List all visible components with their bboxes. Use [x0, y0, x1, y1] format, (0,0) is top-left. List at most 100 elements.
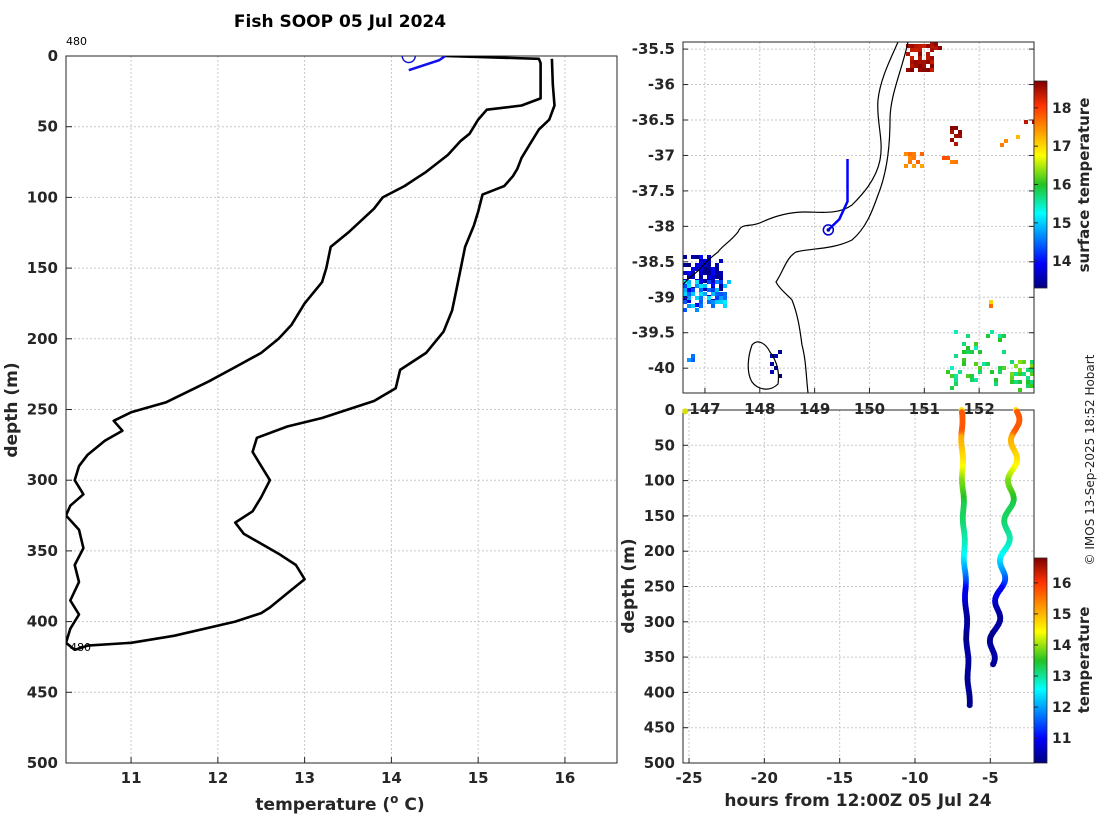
sst-pixel	[699, 263, 703, 267]
profile-xtick-label: 12	[207, 769, 228, 787]
sst-pixel	[910, 68, 914, 72]
profile-xlabel: temperature (o C)	[255, 792, 424, 815]
sst-pixel	[723, 296, 727, 300]
sst-pixel	[962, 362, 966, 366]
sst-pixel	[906, 68, 910, 72]
sst-pixel	[918, 60, 922, 64]
sst-pixel	[687, 358, 691, 362]
sst-pixel	[719, 271, 723, 275]
coastline-island	[747, 341, 780, 390]
sst-pixel	[687, 296, 691, 300]
sst-pixel	[958, 134, 962, 138]
sst-pixel	[966, 374, 970, 378]
sst-pixel	[920, 164, 924, 168]
temperature-colorbar-label: temperature	[1075, 607, 1093, 714]
timeseries-grid	[683, 409, 1034, 764]
sst-pixel	[908, 156, 912, 160]
timeseries-xtick-label: -25	[675, 769, 702, 787]
sst-pixel	[1014, 380, 1018, 384]
sst-pixel	[723, 292, 727, 296]
map-ytick-label: -38.5	[632, 253, 675, 271]
profile-downcast-line	[66, 56, 542, 651]
sst-pixel	[723, 304, 727, 308]
map-ytick-label: -39	[648, 288, 675, 306]
sst-pixel	[683, 292, 687, 296]
sst-pixel	[990, 330, 994, 334]
sst-pixel	[916, 160, 920, 164]
sst-pixel	[962, 342, 966, 346]
sst-pixel	[719, 275, 723, 279]
sst-pixel	[683, 255, 687, 259]
map-xtick-label: 150	[854, 400, 885, 418]
sst-pixel	[926, 60, 930, 64]
sst-pixel	[986, 334, 990, 338]
sst-pixel	[699, 275, 703, 279]
sst-pixel	[1004, 139, 1008, 143]
sst-pixel	[711, 271, 715, 275]
timeseries-panel: -25 -20 -15 -10 -5 0 50 100 150 200 250 300 350 400 45…	[619, 401, 1093, 811]
sst-pixel	[719, 287, 723, 291]
sst-pixel	[719, 283, 723, 287]
sst-pixel	[699, 267, 703, 271]
sst-pixel	[687, 284, 691, 288]
sst-pixel	[1030, 360, 1034, 364]
sst-pixel	[918, 48, 922, 52]
sst-pixel	[691, 271, 695, 275]
sst-pixel	[1014, 372, 1018, 376]
sst-pixel	[715, 263, 719, 267]
sst-pixel	[699, 288, 703, 292]
sst-pixel	[930, 60, 934, 64]
timeseries-ticks: -25 -20 -15 -10 -5 0 50 100 150 200 250 300 350 400 45…	[644, 401, 999, 787]
sst-pixel	[966, 346, 970, 350]
sst-pixel	[719, 259, 723, 263]
sst-pixel	[906, 52, 910, 56]
map-sst-pixels	[683, 42, 1034, 392]
profile-end-label: 480	[70, 641, 91, 654]
profile-recent-segment	[408, 56, 446, 72]
sst-pixel	[950, 138, 954, 142]
sst-pixel	[950, 386, 954, 390]
profile-ytick-label: 0	[48, 47, 58, 65]
ship-position-dot	[826, 228, 831, 232]
sst-pixel	[946, 156, 950, 160]
sst-pixel	[950, 374, 954, 378]
sst-pixel	[910, 44, 914, 48]
sst-pixel	[687, 292, 691, 296]
sst-colorbar-label: surface temperature	[1075, 98, 1093, 273]
sst-pixel	[1002, 366, 1006, 370]
profile-start-label: 480	[66, 35, 87, 48]
sst-pixel	[1000, 143, 1004, 147]
profile-xtick-label: 13	[294, 769, 315, 787]
timeseries-ytick-label: 450	[644, 719, 675, 737]
sst-pixel	[695, 255, 699, 259]
sst-pixel	[1032, 120, 1034, 124]
sst-pixel	[998, 370, 1002, 374]
sst-pixel	[707, 275, 711, 279]
map-ticks: 147 148 149 150 151 152 -35.5 -36 -36.5 -37 -37.5 -…	[632, 40, 1034, 418]
sst-pixel	[982, 362, 986, 366]
sst-pixel	[998, 334, 1002, 338]
sst-pixel	[1030, 384, 1034, 388]
sst-pixel	[707, 300, 711, 304]
timeseries-xtick-label: -10	[901, 769, 928, 787]
sst-pixel	[719, 296, 723, 300]
sst-pixel	[719, 280, 723, 284]
temperature-colorbar-tick-label: 13	[1052, 669, 1071, 685]
map-ytick-label: -39.5	[632, 324, 675, 342]
ship-track	[827, 159, 849, 231]
sst-pixel	[998, 366, 1002, 370]
temperature-colorbar-tick-label: 14	[1052, 638, 1072, 654]
sst-pixel	[707, 263, 711, 267]
profile-ytick-label: 350	[27, 542, 58, 560]
sst-pixel	[954, 374, 958, 378]
sst-pixel	[954, 126, 958, 130]
sst-pixel	[711, 288, 715, 292]
temperature-colorbar-tick-label: 11	[1052, 731, 1071, 747]
sst-pixel	[918, 56, 922, 60]
sst-pixel	[1018, 368, 1022, 372]
sst-pixel	[774, 366, 778, 370]
sst-pixel	[954, 354, 958, 358]
sst-pixel	[687, 280, 691, 284]
profile-upcast-line	[74, 58, 556, 652]
sst-pixel	[974, 378, 978, 382]
